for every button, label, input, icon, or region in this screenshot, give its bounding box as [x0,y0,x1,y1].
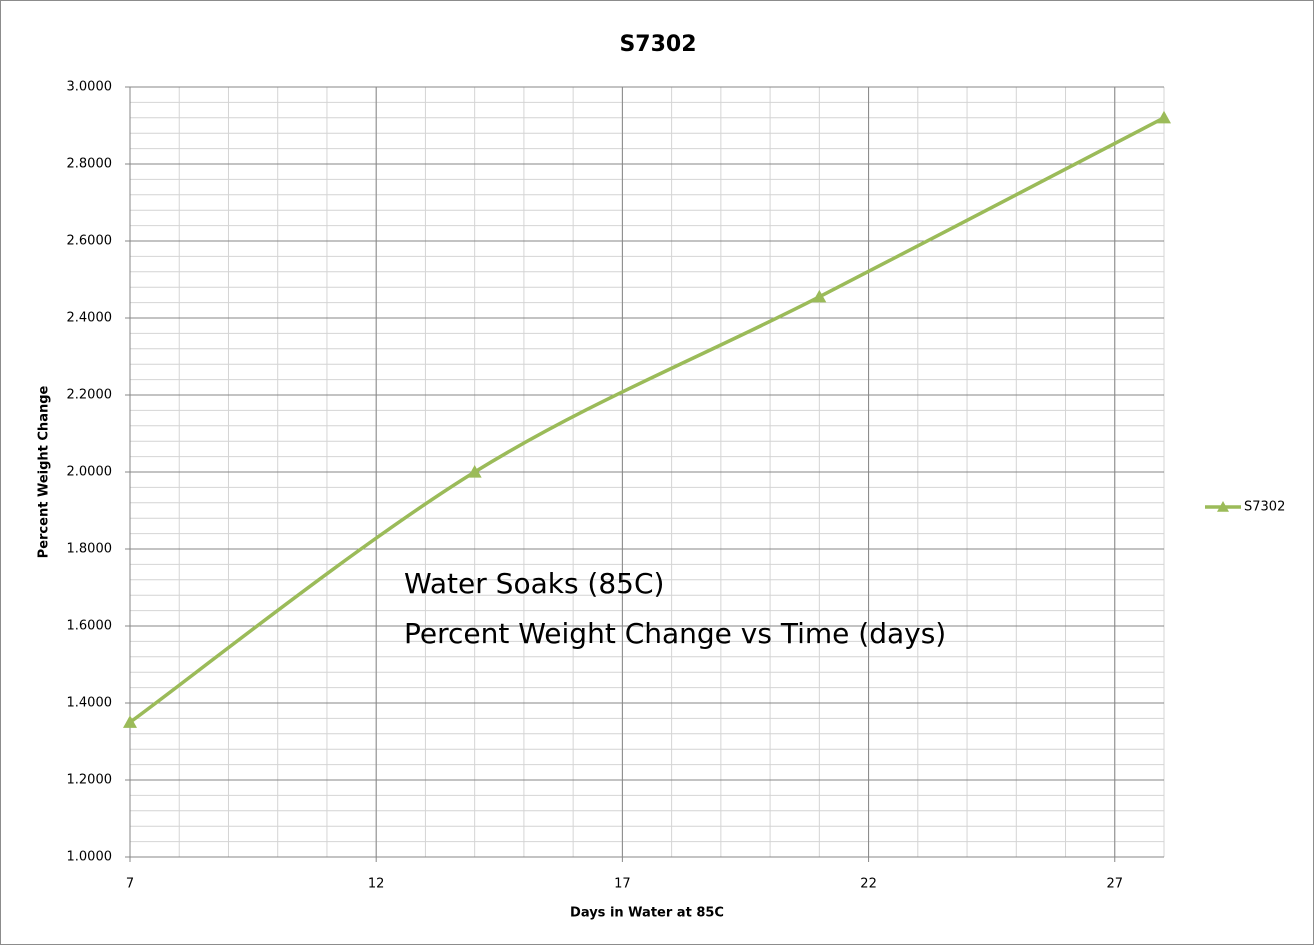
annotation: Water Soaks (85C) [404,567,664,600]
y-tick-label: 1.2000 [67,773,113,788]
chart-title: S7302 [619,32,696,57]
x-tick-label: 17 [614,877,631,892]
y-tick-label: 2.4000 [67,311,113,326]
y-tick-label: 2.2000 [67,388,113,403]
y-tick-label: 2.8000 [67,157,113,172]
y-tick-label: 1.6000 [67,619,113,634]
y-tick-label: 1.8000 [67,542,113,557]
y-tick-label: 1.0000 [67,850,113,865]
y-tick-label: 2.0000 [67,465,113,480]
marker [467,465,482,478]
marker [123,715,137,728]
y-tick-label: 2.6000 [67,234,113,249]
x-tick-label: 7 [126,877,134,892]
y-axis-label: Percent Weight Change [37,385,52,558]
line [128,116,1165,724]
x-tick-label: 12 [368,877,385,892]
x-tick-label: 22 [860,877,877,892]
annotation: Percent Weight Change vs Time (days) [404,617,946,650]
y-tick-label: 3.0000 [67,80,113,95]
x-tick-label: 27 [1106,877,1123,892]
legend-marker [1217,501,1229,512]
legend-label: S7302 [1244,500,1285,515]
marker [1157,110,1171,124]
x-axis-label: Days in Water at 85C [570,906,724,921]
marker [812,289,827,303]
y-tick-label: 1.4000 [67,696,113,711]
grid [125,86,1165,862]
plot [123,110,1171,728]
